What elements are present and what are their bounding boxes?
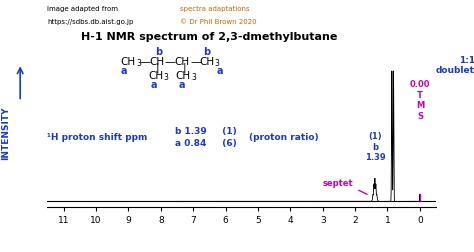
Text: (1)
b
1.39: (1) b 1.39 — [365, 133, 385, 162]
Text: ¹H proton shift ppm: ¹H proton shift ppm — [47, 133, 148, 142]
Text: 3: 3 — [191, 73, 196, 82]
Text: a: a — [217, 66, 223, 76]
Text: a 0.84: a 0.84 — [175, 139, 207, 148]
Text: b: b — [202, 47, 210, 57]
Text: septet: septet — [323, 179, 367, 194]
Text: —: — — [190, 57, 201, 67]
Text: (1): (1) — [216, 127, 237, 136]
Text: 3: 3 — [215, 59, 219, 68]
Text: CH: CH — [149, 57, 164, 67]
Text: 3: 3 — [136, 59, 141, 68]
Text: |: | — [183, 62, 187, 73]
Text: https://sdbs.db.aist.go.jp: https://sdbs.db.aist.go.jp — [47, 19, 134, 25]
Text: CH: CH — [174, 57, 190, 67]
Text: INTENSITY: INTENSITY — [1, 107, 10, 160]
Text: 1:1
doublet: 1:1 doublet — [436, 56, 474, 76]
Text: (6): (6) — [216, 139, 237, 148]
Text: CH: CH — [176, 71, 191, 81]
Text: CH: CH — [148, 71, 164, 81]
Text: Image adapted from: Image adapted from — [47, 6, 118, 12]
Text: —: — — [140, 57, 151, 67]
Text: 0.00
T
M
S: 0.00 T M S — [410, 80, 430, 120]
Text: b: b — [155, 47, 163, 57]
Text: —: — — [165, 57, 176, 67]
Text: CH: CH — [121, 57, 136, 67]
Text: a: a — [178, 80, 185, 90]
Text: (proton ratio): (proton ratio) — [249, 133, 319, 142]
Text: H-1 NMR spectrum of 2,3-dmethylbutane: H-1 NMR spectrum of 2,3-dmethylbutane — [81, 32, 337, 42]
Text: 3: 3 — [164, 73, 168, 82]
Text: © Dr Phil Brown 2020: © Dr Phil Brown 2020 — [180, 19, 257, 25]
Text: b 1.39: b 1.39 — [175, 127, 207, 136]
Text: |: | — [155, 62, 159, 73]
Text: CH: CH — [200, 57, 215, 67]
Text: a: a — [151, 80, 157, 90]
Text: a: a — [121, 66, 128, 76]
Text: spectra adaptations: spectra adaptations — [180, 6, 250, 12]
Text: H-1 NMR chemical shift  ppm: H-1 NMR chemical shift ppm — [95, 235, 265, 245]
